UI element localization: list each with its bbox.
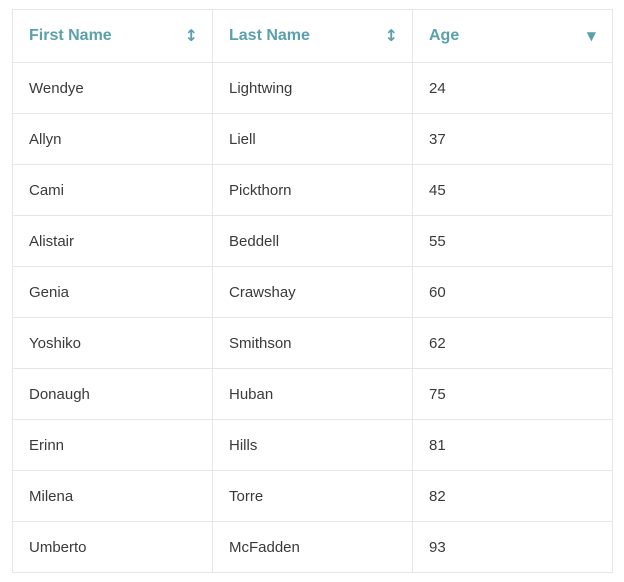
column-header-first-name[interactable]: First Name ↕ [12,9,213,63]
sort-both-icon[interactable]: ↕ [184,26,198,45]
column-header-age[interactable]: Age ▼ [412,9,613,63]
cell-age: 60 [412,266,613,318]
cell-first-name: Genia [12,266,213,318]
cell-age: 62 [412,317,613,369]
cell-age: 82 [412,470,613,522]
cell-last-name: Huban [212,368,413,420]
table-header-row: First Name ↕ Last Name ↕ Age ▼ [12,9,613,63]
table-row: Cami Pickthorn 45 [12,164,613,216]
sort-desc-icon[interactable]: ▼ [586,29,596,43]
cell-last-name: Beddell [212,215,413,267]
cell-age: 81 [412,419,613,471]
table-row: Erinn Hills 81 [12,419,613,471]
cell-age: 55 [412,215,613,267]
sort-both-icon[interactable]: ↕ [384,26,398,45]
cell-age: 24 [412,62,613,114]
cell-age: 45 [412,164,613,216]
column-header-label: Last Name [229,27,310,44]
cell-age: 37 [412,113,613,165]
table-row: Genia Crawshay 60 [12,266,613,318]
cell-first-name: Umberto [12,521,213,573]
table-row: Yoshiko Smithson 62 [12,317,613,369]
cell-last-name: Torre [212,470,413,522]
cell-last-name: Lightwing [212,62,413,114]
cell-last-name: Crawshay [212,266,413,318]
column-header-last-name[interactable]: Last Name ↕ [212,9,413,63]
cell-first-name: Allyn [12,113,213,165]
cell-first-name: Cami [12,164,213,216]
column-header-label: Age [429,27,460,44]
cell-age: 93 [412,521,613,573]
table-row: Wendye Lightwing 24 [12,62,613,114]
cell-last-name: Hills [212,419,413,471]
table-container: First Name ↕ Last Name ↕ Age ▼ Wendye Li… [12,9,613,573]
cell-first-name: Milena [12,470,213,522]
cell-first-name: Wendye [12,62,213,114]
table-row: Donaugh Huban 75 [12,368,613,420]
cell-age: 75 [412,368,613,420]
cell-last-name: Liell [212,113,413,165]
cell-last-name: Smithson [212,317,413,369]
table-row: Allyn Liell 37 [12,113,613,165]
people-table: First Name ↕ Last Name ↕ Age ▼ Wendye Li… [12,9,613,573]
cell-last-name: McFadden [212,521,413,573]
cell-first-name: Donaugh [12,368,213,420]
column-header-label: First Name [29,27,112,44]
cell-first-name: Yoshiko [12,317,213,369]
cell-last-name: Pickthorn [212,164,413,216]
cell-first-name: Erinn [12,419,213,471]
table-row: Milena Torre 82 [12,470,613,522]
table-row: Alistair Beddell 55 [12,215,613,267]
table-row: Umberto McFadden 93 [12,521,613,573]
cell-first-name: Alistair [12,215,213,267]
